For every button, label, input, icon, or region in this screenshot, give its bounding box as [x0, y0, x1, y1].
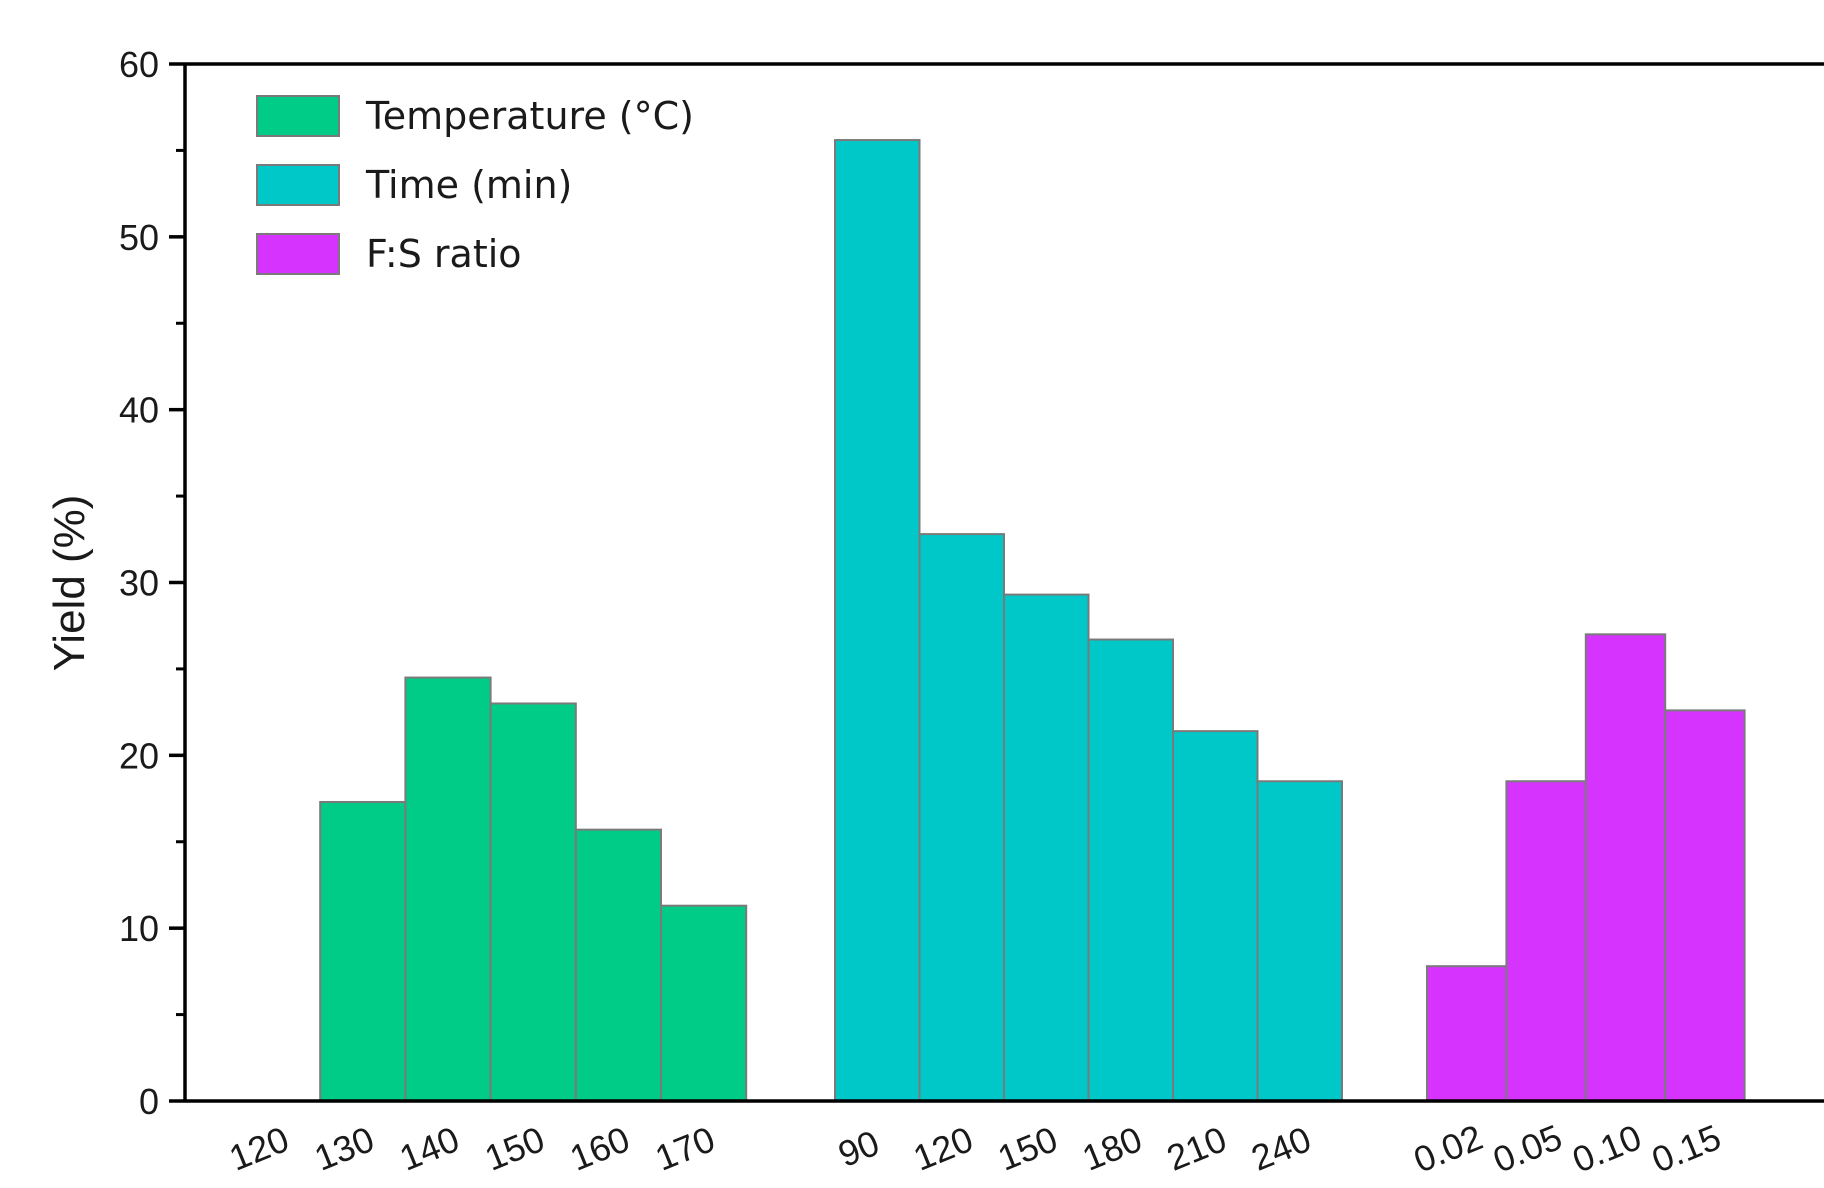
y-tick-label: 10 [119, 908, 159, 949]
y-tick-label: 60 [119, 44, 159, 85]
bar-2-3 [1664, 709, 1746, 1102]
bar-2-1 [1505, 780, 1587, 1103]
x-tick-label: 240 [1246, 1118, 1317, 1179]
x-tick-label: 90 [832, 1122, 884, 1175]
x-tick-label: 0.02 [1408, 1116, 1488, 1180]
y-tick-label: 40 [119, 390, 159, 431]
x-tick-label: 120 [223, 1118, 294, 1179]
y-axis-label: Yield (%) [45, 495, 94, 672]
x-tick-label: 0.05 [1487, 1116, 1567, 1180]
bar-1-0 [834, 139, 921, 1102]
bar-0-2 [404, 676, 492, 1103]
bar-2-2 [1584, 633, 1667, 1102]
legend-swatch [256, 233, 340, 275]
x-tick-label: 210 [1161, 1118, 1232, 1179]
x-tick-label: 130 [309, 1118, 380, 1179]
x-tick-label: 150 [479, 1118, 550, 1179]
y-tick-label: 0 [139, 1081, 159, 1122]
x-tick-labels: 120 130 140 150 160 170 90 120 150 180 210 240 0.02 0… [223, 1116, 1726, 1180]
x-tick-label: 0.10 [1567, 1116, 1647, 1180]
legend-swatch [256, 164, 340, 206]
legend-label: Time (min) [365, 163, 572, 207]
y-tick-label: 30 [119, 563, 159, 604]
bar-0-4 [574, 828, 662, 1102]
x-tick-label: 170 [649, 1118, 720, 1179]
bar-1-1 [918, 533, 1005, 1102]
legend-label: Temperature (°C) [365, 94, 694, 138]
bars-layer [319, 139, 1746, 1103]
bar-1-3 [1087, 638, 1174, 1102]
legend-swatch [256, 95, 340, 137]
bar-1-5 [1256, 780, 1343, 1103]
bar-0-3 [489, 702, 577, 1102]
x-tick-label: 140 [394, 1118, 465, 1179]
bar-2-0 [1426, 965, 1508, 1102]
y-tick-label: 50 [119, 217, 159, 258]
bar-0-1 [319, 800, 407, 1103]
bar-1-2 [1003, 593, 1090, 1102]
x-tick-label: 150 [992, 1118, 1063, 1179]
legend: Temperature (°C) Time (min) F:S ratio [256, 94, 694, 276]
x-tick-label: 0.15 [1646, 1116, 1726, 1180]
bar-0-5 [660, 904, 748, 1102]
bar-1-4 [1172, 730, 1259, 1102]
x-tick-label: 180 [1077, 1118, 1148, 1179]
legend-label: F:S ratio [366, 232, 522, 276]
axes-layer: 0 10 20 30 40 50 60 [119, 44, 1824, 1122]
x-tick-label: 120 [908, 1118, 979, 1179]
x-tick-label: 160 [564, 1118, 635, 1179]
y-tick-label: 20 [119, 735, 159, 776]
